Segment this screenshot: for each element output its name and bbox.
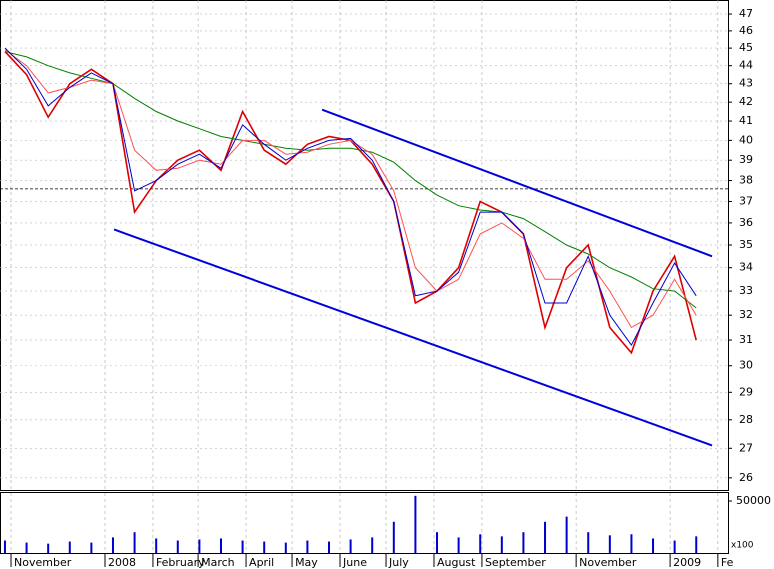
volume-unit: x100 (731, 541, 754, 551)
y-tick-label: 30 (739, 359, 753, 372)
y-tick-label: 42 (739, 95, 753, 108)
volume-bar (479, 534, 482, 553)
y-tick-label: 41 (739, 114, 753, 127)
volume-bar (371, 537, 374, 553)
volume-bar (3, 540, 6, 553)
price-line (4, 51, 697, 309)
x-tick-label: March (201, 556, 235, 569)
price-pane (0, 0, 729, 491)
volume-bar (587, 532, 590, 553)
y-tick-label: 40 (739, 133, 753, 146)
y-tick-label: 37 (739, 194, 753, 207)
volume-bar (68, 541, 71, 553)
volume-bar (673, 540, 676, 553)
price-line (4, 49, 697, 329)
volume-bar (630, 534, 633, 553)
volume-bar (414, 495, 417, 553)
volume-bar (565, 516, 568, 553)
volume-bar (25, 542, 28, 553)
y-tick-label: 36 (739, 216, 753, 229)
volume-bar (219, 538, 222, 553)
volume-bar (111, 537, 114, 553)
y-tick-label: 32 (739, 308, 753, 321)
x-tick-label: July (388, 556, 409, 569)
volume-bar (392, 521, 395, 553)
price-line (4, 47, 697, 347)
volume-bar (284, 542, 287, 553)
volume-bar (652, 538, 655, 553)
y-tick-label: 27 (739, 441, 753, 454)
volume-bar (47, 543, 50, 553)
x-tick-label: November (14, 556, 72, 569)
y-tick-label: 38 (739, 174, 753, 187)
volume-bar (90, 542, 93, 553)
x-tick-label: 2008 (108, 556, 136, 569)
volume-bar (306, 540, 309, 553)
x-tick-label: September (485, 556, 546, 569)
volume-bar (500, 536, 503, 553)
volume-bar (457, 537, 460, 553)
x-tick-label: February (156, 556, 205, 569)
x-tick-label: Fe (721, 556, 734, 569)
x-tick-label: June (342, 556, 367, 569)
volume-bar (263, 541, 266, 553)
y-tick-label: 39 (739, 153, 753, 166)
y-tick-label: 35 (739, 238, 753, 251)
volume-bar (608, 535, 611, 553)
y-tick-label: 31 (739, 333, 753, 346)
y-tick-label: 50000 (736, 494, 771, 507)
x-tick-label: April (249, 556, 274, 569)
trend-line (113, 228, 713, 447)
x-tick-label: May (295, 556, 318, 569)
x-tick-label: 2009 (673, 556, 701, 569)
volume-bar (133, 532, 136, 553)
y-tick-label: 29 (739, 385, 753, 398)
trend-line (321, 108, 713, 258)
volume-bar (349, 539, 352, 553)
x-tick-label: November (579, 556, 637, 569)
y-tick-label: 47 (739, 7, 753, 20)
volume-bar (522, 532, 525, 553)
volume-bar (328, 541, 331, 553)
volume-bar (198, 539, 201, 553)
y-tick-label: 34 (739, 261, 753, 274)
y-tick-label: 33 (739, 284, 753, 297)
volume-pane (0, 492, 729, 554)
y-tick-label: 43 (739, 77, 753, 90)
volume-bar (544, 521, 547, 553)
y-tick-label: 26 (739, 471, 753, 484)
x-tick-label: August (437, 556, 476, 569)
volume-bar (176, 540, 179, 553)
y-tick-label: 46 (739, 24, 753, 37)
y-tick-label: 28 (739, 413, 753, 426)
volume-bar (695, 536, 698, 553)
volume-bar (436, 532, 439, 553)
volume-bar (155, 538, 158, 553)
y-tick-label: 44 (739, 59, 753, 72)
y-tick-label: 45 (739, 41, 753, 54)
volume-bar (241, 540, 244, 553)
